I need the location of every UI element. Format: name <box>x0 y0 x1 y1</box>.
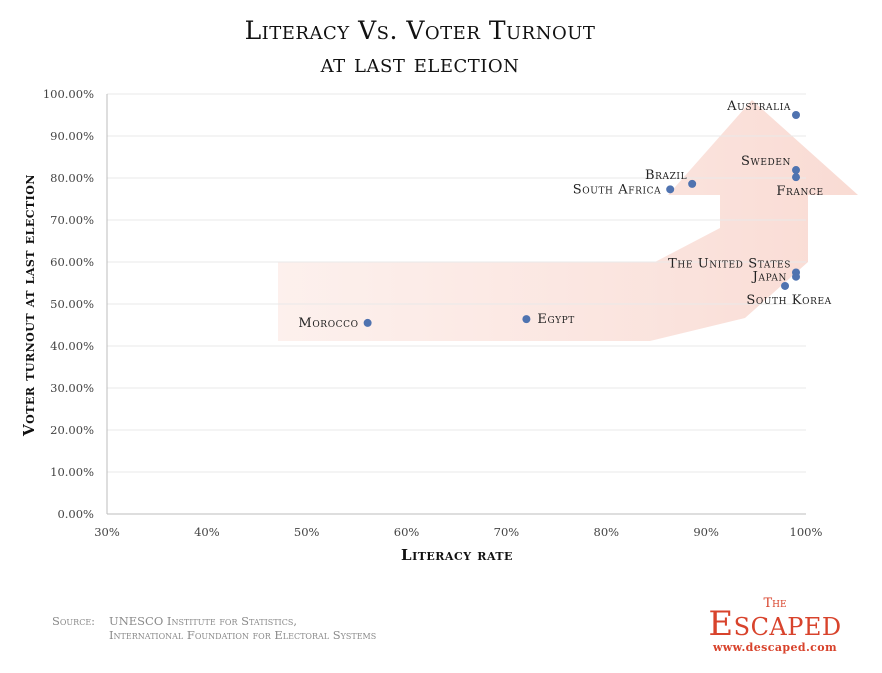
y-tick-label: 60.00% <box>50 255 94 269</box>
logo-url: www.descaped.com <box>712 641 838 654</box>
point-label: South Korea <box>746 293 831 308</box>
data-point <box>792 166 801 175</box>
data-point <box>522 315 531 324</box>
y-tick-label: 80.00% <box>50 171 94 185</box>
point-label: Egypt <box>537 312 575 327</box>
x-tick-label: 90% <box>693 525 719 539</box>
tick-labels: 30% 40% 50% 60% 70% 80% 90% 100% 0.00% 10.00% 20.0… <box>43 87 823 539</box>
y-tick-label: 50.00% <box>50 297 94 311</box>
point-label: Morocco <box>298 316 358 331</box>
y-tick-label: 20.00% <box>50 423 94 437</box>
logo-the: The <box>763 596 787 611</box>
source-line1: UNESCO Institute for Statistics, <box>109 614 297 628</box>
chart-title-line1: Literacy Vs. Voter Turnout <box>244 16 596 45</box>
chart-title: Literacy Vs. Voter Turnout at last elect… <box>0 14 840 80</box>
point-label: Australia <box>726 99 791 114</box>
data-point <box>666 185 675 194</box>
background-arrow <box>278 100 858 341</box>
logo-name: Escaped <box>708 604 842 644</box>
source-note: Source: UNESCO Institute for Statistics, … <box>52 614 376 642</box>
axes <box>106 94 806 515</box>
data-point <box>781 281 790 290</box>
x-tick-label: 80% <box>594 525 620 539</box>
data-point <box>792 272 801 281</box>
y-axis-label: Voter turnout at last election <box>20 174 38 437</box>
data-point <box>792 173 801 182</box>
y-tick-label: 100.00% <box>43 87 94 101</box>
point-label: Sweden <box>741 154 791 169</box>
point-label: The United States <box>668 257 791 272</box>
data-points <box>363 111 801 327</box>
y-tick-label: 10.00% <box>50 465 94 479</box>
source-label: Source: <box>52 614 96 628</box>
y-tick-label: 40.00% <box>50 339 94 353</box>
point-label: France <box>776 184 823 199</box>
x-tick-label: 30% <box>94 525 120 539</box>
y-tick-label: 0.00% <box>57 507 94 521</box>
y-tick-label: 70.00% <box>50 213 94 227</box>
arrow-shape <box>278 100 858 341</box>
gridlines <box>107 93 806 473</box>
point-label: Japan <box>751 270 787 285</box>
x-tick-label: 70% <box>494 525 520 539</box>
point-label: Brazil <box>645 168 687 183</box>
data-point <box>363 318 372 327</box>
x-tick-label: 60% <box>394 525 420 539</box>
y-tick-label: 30.00% <box>50 381 94 395</box>
x-axis-label: Literacy rate <box>401 546 513 564</box>
data-point <box>792 111 801 119</box>
data-point <box>688 179 697 188</box>
chart-title-line2: at last election <box>320 49 520 78</box>
brand-logo: The Escaped www.descaped.com <box>690 596 860 654</box>
x-tick-label: 40% <box>194 525 220 539</box>
source-line2: International Foundation for Electoral S… <box>109 628 377 642</box>
x-tick-label: 100% <box>790 525 823 539</box>
x-tick-label: 50% <box>294 525 320 539</box>
point-label: South Africa <box>573 182 661 197</box>
y-tick-label: 90.00% <box>50 129 94 143</box>
